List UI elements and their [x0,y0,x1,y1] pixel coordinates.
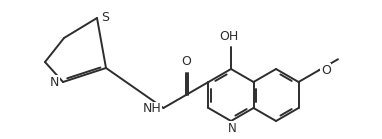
Text: S: S [101,11,109,23]
Text: NH: NH [143,102,162,116]
Text: O: O [181,55,191,68]
Text: N: N [228,122,236,135]
Text: OH: OH [219,30,239,43]
Text: N: N [50,75,59,89]
Text: O: O [321,64,331,77]
